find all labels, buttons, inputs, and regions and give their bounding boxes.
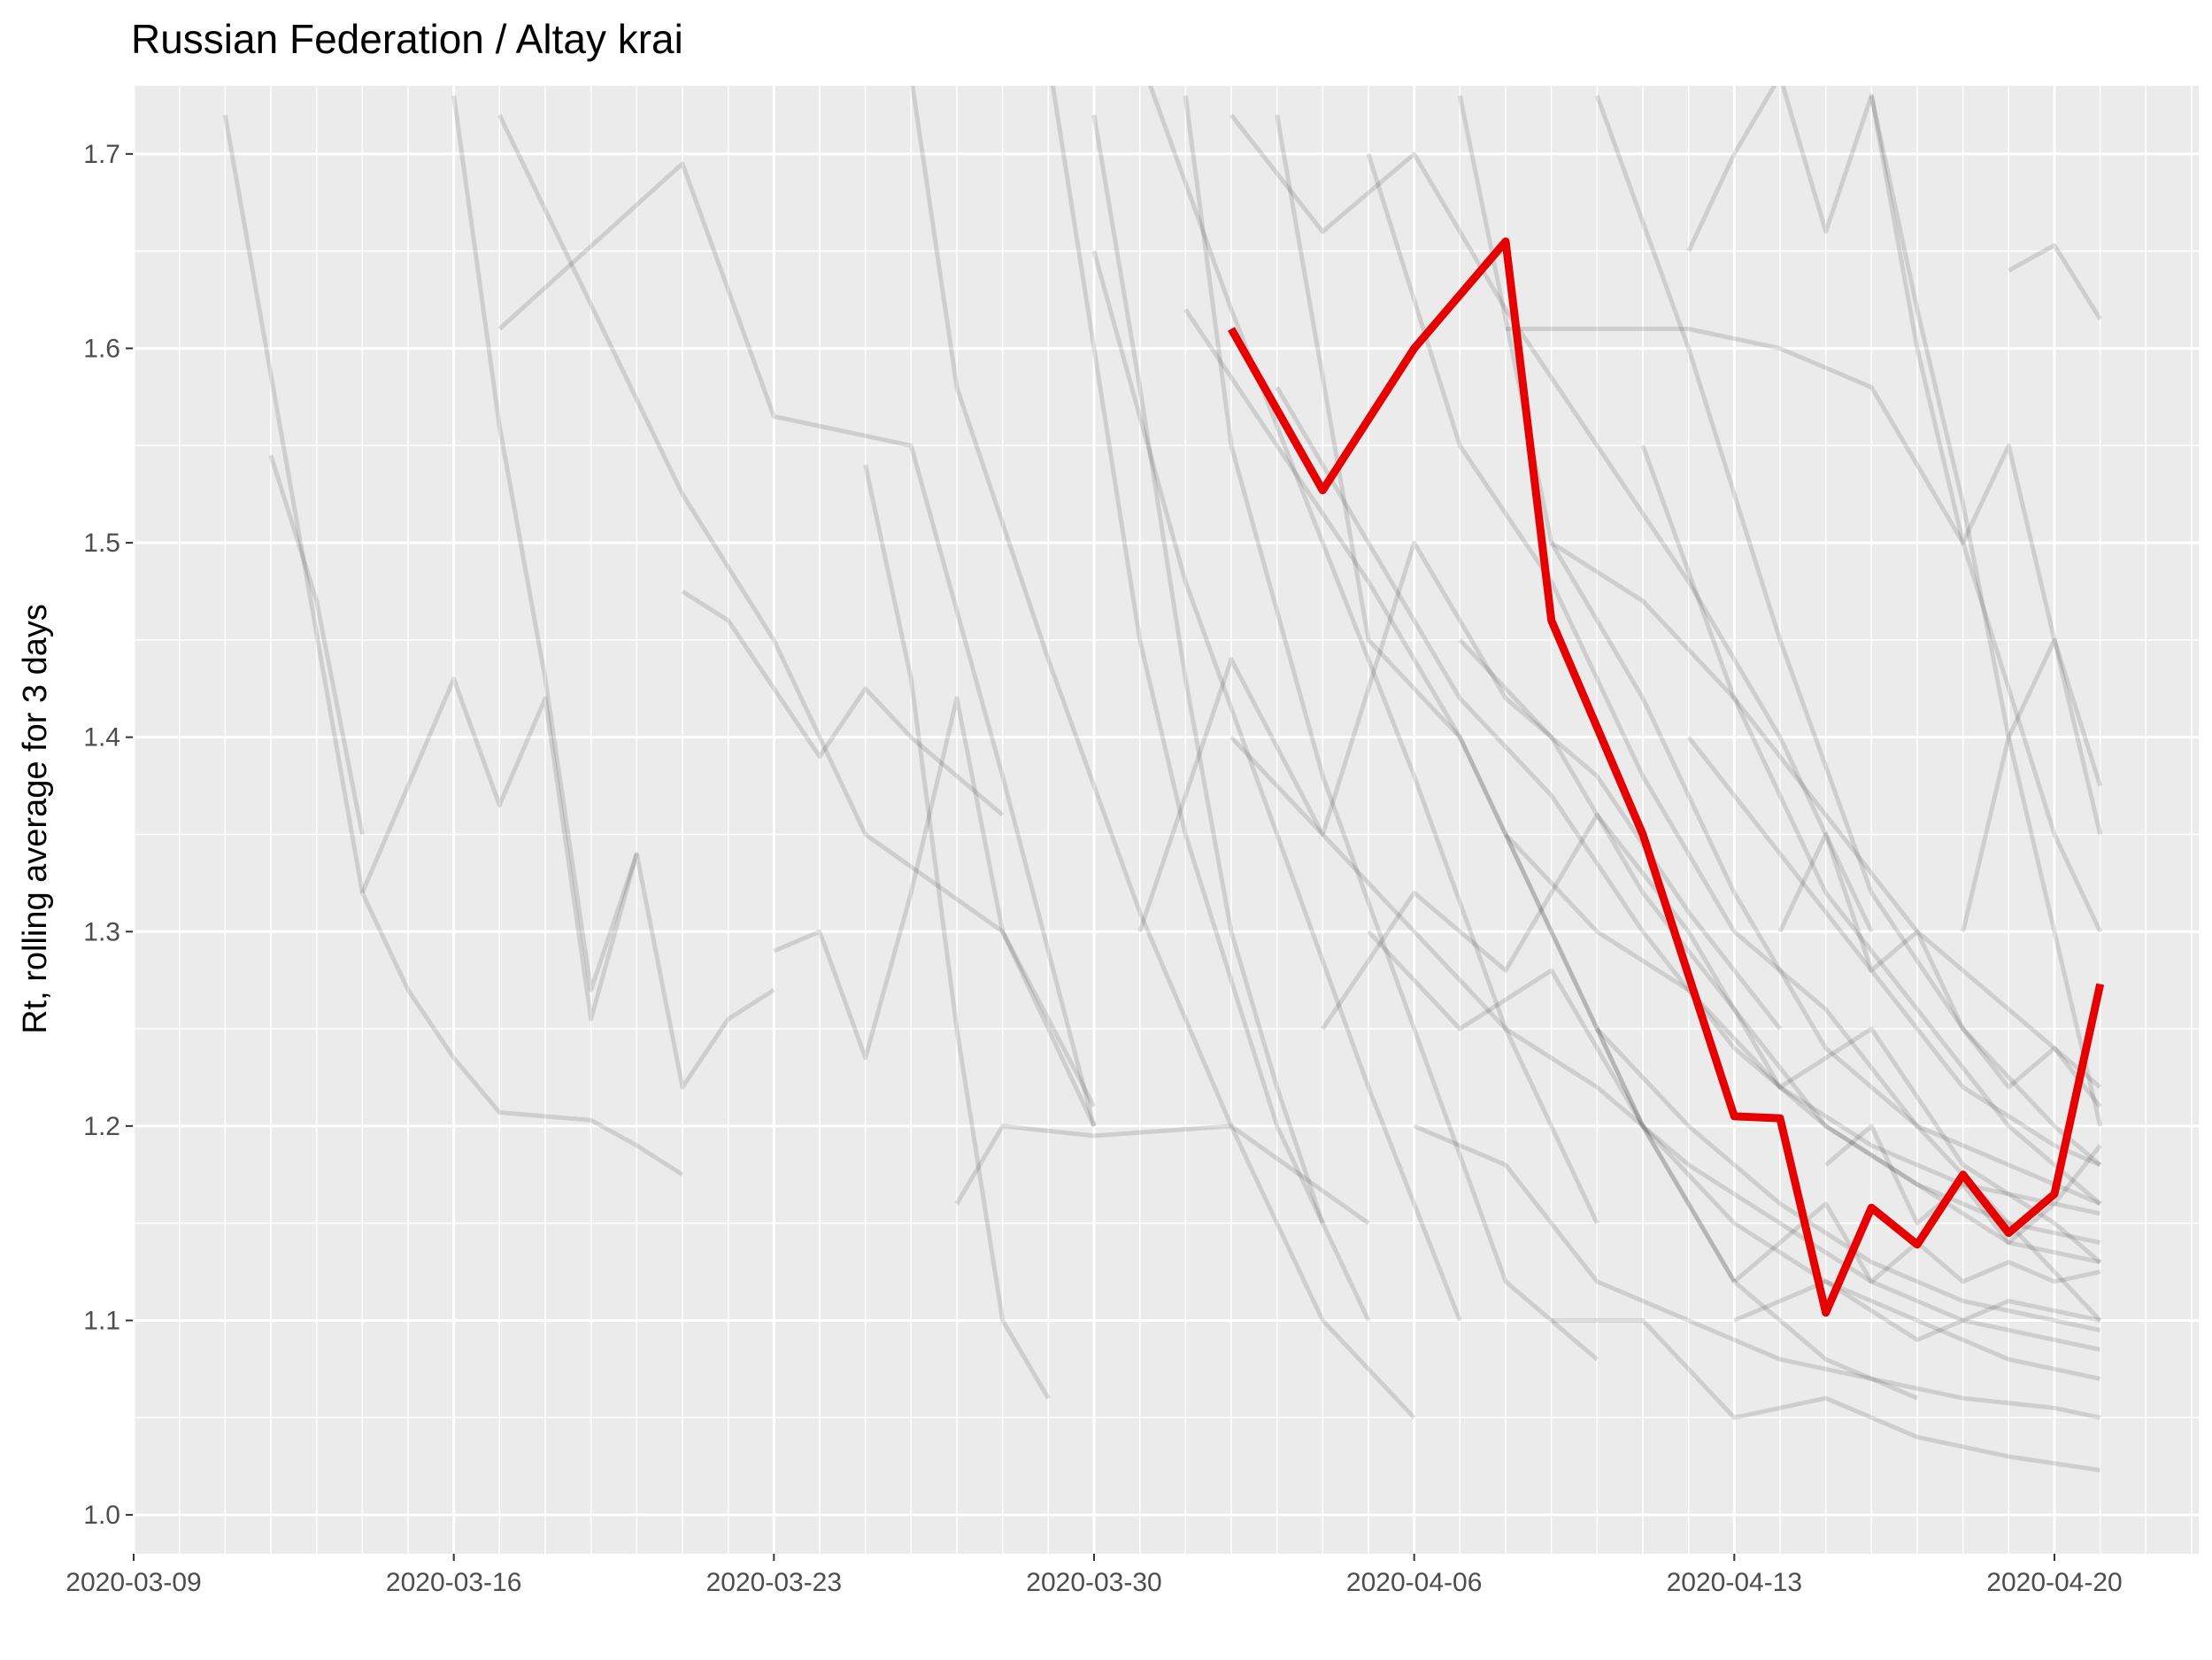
background-series-line	[222, 114, 684, 1177]
background-series-line	[2008, 243, 2102, 320]
background-series	[222, 86, 2103, 1473]
y-tick-label: 1.7	[83, 140, 120, 169]
highlight-series	[1228, 237, 2105, 1317]
background-series-line	[863, 464, 1051, 1400]
background-series-line	[451, 95, 639, 992]
x-tick-label: 2020-03-23	[706, 1568, 842, 1597]
y-tick-label: 1.4	[83, 723, 120, 753]
background-series-line	[1457, 95, 2102, 1323]
background-series-line	[1091, 114, 1325, 1224]
background-series-line	[1961, 637, 2103, 932]
background-series-line	[1777, 832, 2102, 1108]
background-series-line	[1869, 95, 2103, 836]
background-series-line	[1594, 95, 2102, 1167]
background-series-line	[1686, 86, 2103, 1127]
background-series-line	[1183, 308, 1737, 1283]
background-series-line	[1147, 86, 1599, 1224]
background-series-line	[497, 113, 1097, 1108]
y-tick-label: 1.0	[83, 1501, 120, 1530]
background-series-line	[1506, 327, 2102, 933]
x-tick-label: 2020-03-30	[1026, 1568, 1161, 1597]
y-tick-label: 1.2	[83, 1112, 120, 1141]
background-series-line	[1275, 114, 1918, 1401]
background-series-line	[1091, 251, 1462, 1322]
major-gridlines	[132, 86, 2199, 1554]
background-series-line	[1229, 113, 1874, 933]
highlight-series-line	[1228, 237, 2105, 1317]
x-tick-label: 2020-04-13	[1667, 1568, 1802, 1597]
background-series-line	[1050, 86, 1371, 1322]
background-series-line	[1824, 1123, 2102, 1246]
background-series-line	[1640, 444, 2102, 1206]
x-tick-label: 2020-03-09	[66, 1568, 201, 1597]
background-series-line	[1413, 1123, 2101, 1420]
x-axis: 2020-03-09 2020-03-16 2020-03-23 2020-03-30…	[66, 1554, 2123, 1597]
background-series-line	[268, 454, 365, 835]
background-series-line	[681, 589, 1005, 817]
background-series-line	[954, 1123, 1370, 1225]
background-series-line	[1367, 930, 2101, 1381]
y-tick-label: 1.6	[83, 334, 120, 363]
background-series-line	[1504, 832, 2101, 1216]
background-series-line	[1733, 1279, 2101, 1342]
background-series-line	[360, 676, 775, 1090]
y-axis: 1.0 1.1 1.2 1.3 1.4 1.5 1.6 1.7	[83, 140, 133, 1530]
x-tick-label: 2020-03-16	[386, 1568, 521, 1597]
background-series-line	[1458, 638, 2101, 1265]
background-series-line	[910, 86, 1416, 1420]
x-tick-label: 2020-04-06	[1346, 1568, 1482, 1597]
background-series-line	[1137, 540, 1782, 1031]
background-series-line	[497, 161, 1097, 1127]
background-series-line	[1183, 95, 1599, 1362]
plot-panel	[133, 86, 2199, 1554]
y-tick-label: 1.5	[83, 529, 120, 558]
background-series-line	[1275, 386, 2101, 1246]
background-series-line	[773, 696, 1097, 1127]
y-axis-title: Rt, rolling average for 3 days	[17, 604, 54, 1034]
background-series-line	[1321, 813, 2102, 1264]
chart-title: Russian Federation / Altay krai	[131, 16, 683, 62]
background-series-line	[1366, 153, 2101, 1207]
background-series-line	[1229, 735, 2101, 1352]
background-series-line	[1551, 1318, 2101, 1473]
background-series-line	[1550, 540, 2102, 1089]
background-series-line	[1595, 1027, 2101, 1332]
y-tick-label: 1.3	[83, 917, 120, 946]
x-tick-label: 2020-04-20	[1986, 1568, 2122, 1597]
y-tick-label: 1.1	[83, 1306, 120, 1335]
